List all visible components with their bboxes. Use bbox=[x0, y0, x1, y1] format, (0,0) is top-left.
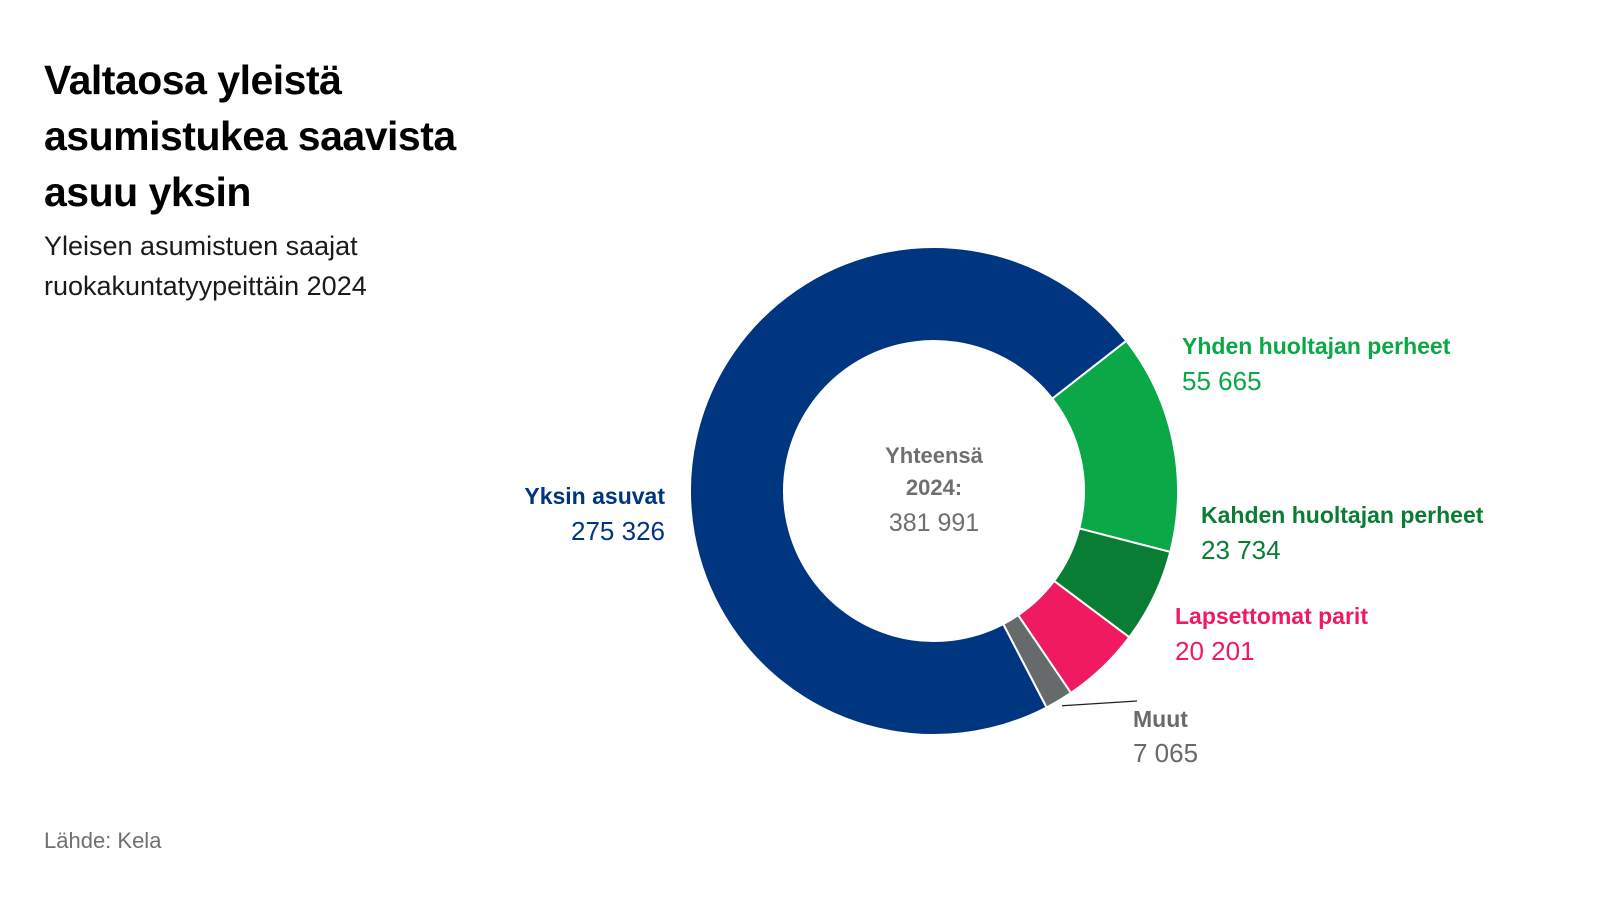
label-value-kahden-huoltajan-perheet: 23 734 bbox=[1201, 535, 1281, 565]
leader-line-muut bbox=[1061, 700, 1138, 707]
label-value-muut: 7 065 bbox=[1133, 738, 1198, 768]
label-value-lapsettomat-parit: 20 201 bbox=[1175, 636, 1255, 666]
slice-yksin-asuvat bbox=[689, 246, 1128, 737]
center-label-line-1: Yhteensä bbox=[885, 443, 984, 468]
label-name-kahden-huoltajan-perheet: Kahden huoltajan perheet bbox=[1201, 502, 1484, 528]
chart-title: Valtaosa yleistä asumistukea saavista as… bbox=[44, 57, 456, 215]
label-name-muut: Muut bbox=[1133, 706, 1188, 732]
label-name-yhden-huoltajan-perheet: Yhden huoltajan perheet bbox=[1182, 333, 1451, 359]
chart-subtitle: Yleisen asumistuen saajat ruokakuntatyyp… bbox=[44, 231, 367, 301]
label-name-yksin-asuvat: Yksin asuvat bbox=[524, 483, 665, 509]
label-name-lapsettomat-parit: Lapsettomat parit bbox=[1175, 603, 1368, 629]
source-note: Lähde: Kela bbox=[44, 828, 162, 853]
label-value-yksin-asuvat: 275 326 bbox=[571, 516, 665, 546]
center-total-value: 381 991 bbox=[889, 509, 979, 537]
label-value-yhden-huoltajan-perheet: 55 665 bbox=[1182, 366, 1262, 396]
center-label-line-2: 2024: bbox=[906, 475, 962, 500]
